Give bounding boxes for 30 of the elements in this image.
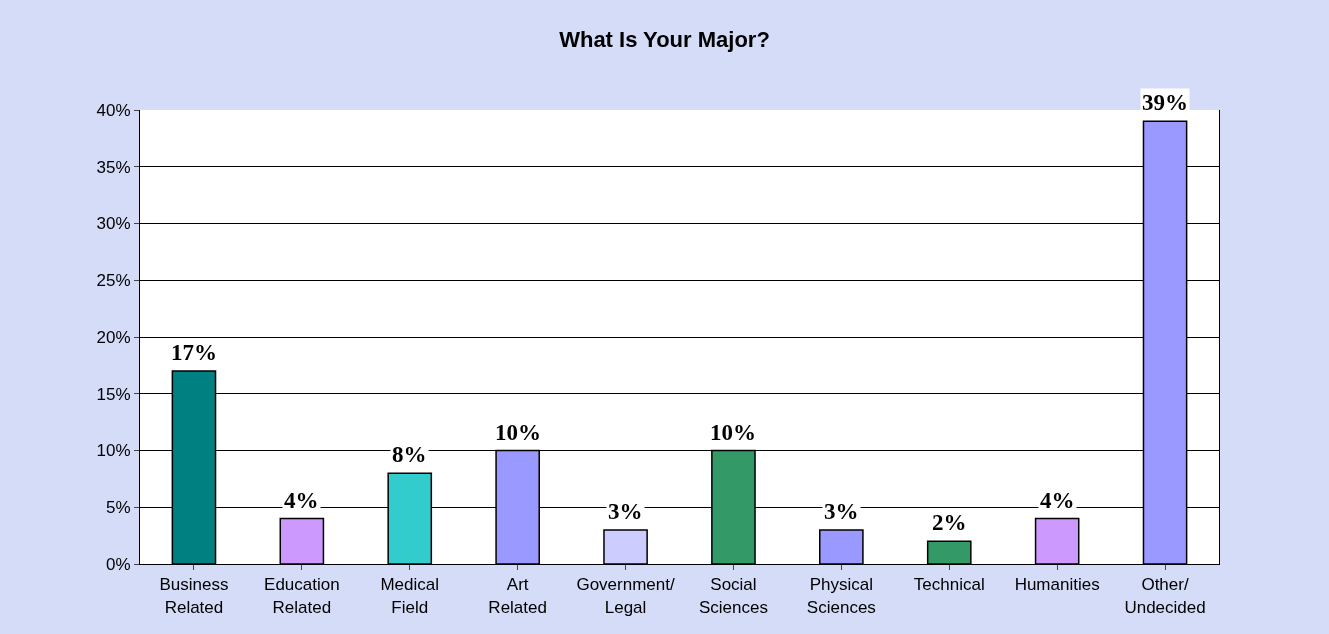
- chart-title: What Is Your Major?: [559, 27, 770, 53]
- data-label: 17%: [171, 340, 217, 365]
- data-label: 2%: [932, 510, 967, 535]
- data-label: 3%: [608, 499, 643, 524]
- y-tick-label: 25%: [96, 271, 131, 291]
- data-label: 4%: [1040, 488, 1075, 513]
- x-tick-label: Education Related: [264, 575, 340, 617]
- data-label: 10%: [710, 420, 756, 445]
- x-tick-label: Other/ Undecided: [1124, 575, 1206, 617]
- y-tick-label: 5%: [106, 498, 131, 518]
- data-label: 8%: [392, 442, 427, 467]
- y-tick-label: 30%: [96, 214, 131, 234]
- y-tick-label: 20%: [96, 327, 131, 347]
- y-tick-label: 15%: [96, 384, 131, 404]
- x-tick-label: Art Related: [488, 575, 547, 617]
- x-tick-label: Medical Field: [380, 575, 440, 617]
- x-tick-label: Social Sciences: [698, 575, 768, 617]
- y-tick-label: 0%: [106, 554, 131, 574]
- x-tick-label: Humanities: [1014, 575, 1100, 595]
- y-tick-label: 10%: [96, 441, 131, 461]
- data-label: 3%: [824, 499, 859, 524]
- x-tick-label: Physical Sciences: [806, 575, 876, 617]
- x-tick-label: Government/ Legal: [576, 575, 675, 617]
- data-label: 39%: [1142, 90, 1188, 115]
- data-label: 4%: [284, 488, 319, 513]
- x-tick-label: Business Related: [159, 575, 229, 617]
- data-label: 10%: [495, 420, 541, 445]
- y-tick-label: 40%: [96, 100, 131, 120]
- y-tick-label: 35%: [96, 157, 131, 177]
- x-tick-label: Technical: [913, 575, 985, 595]
